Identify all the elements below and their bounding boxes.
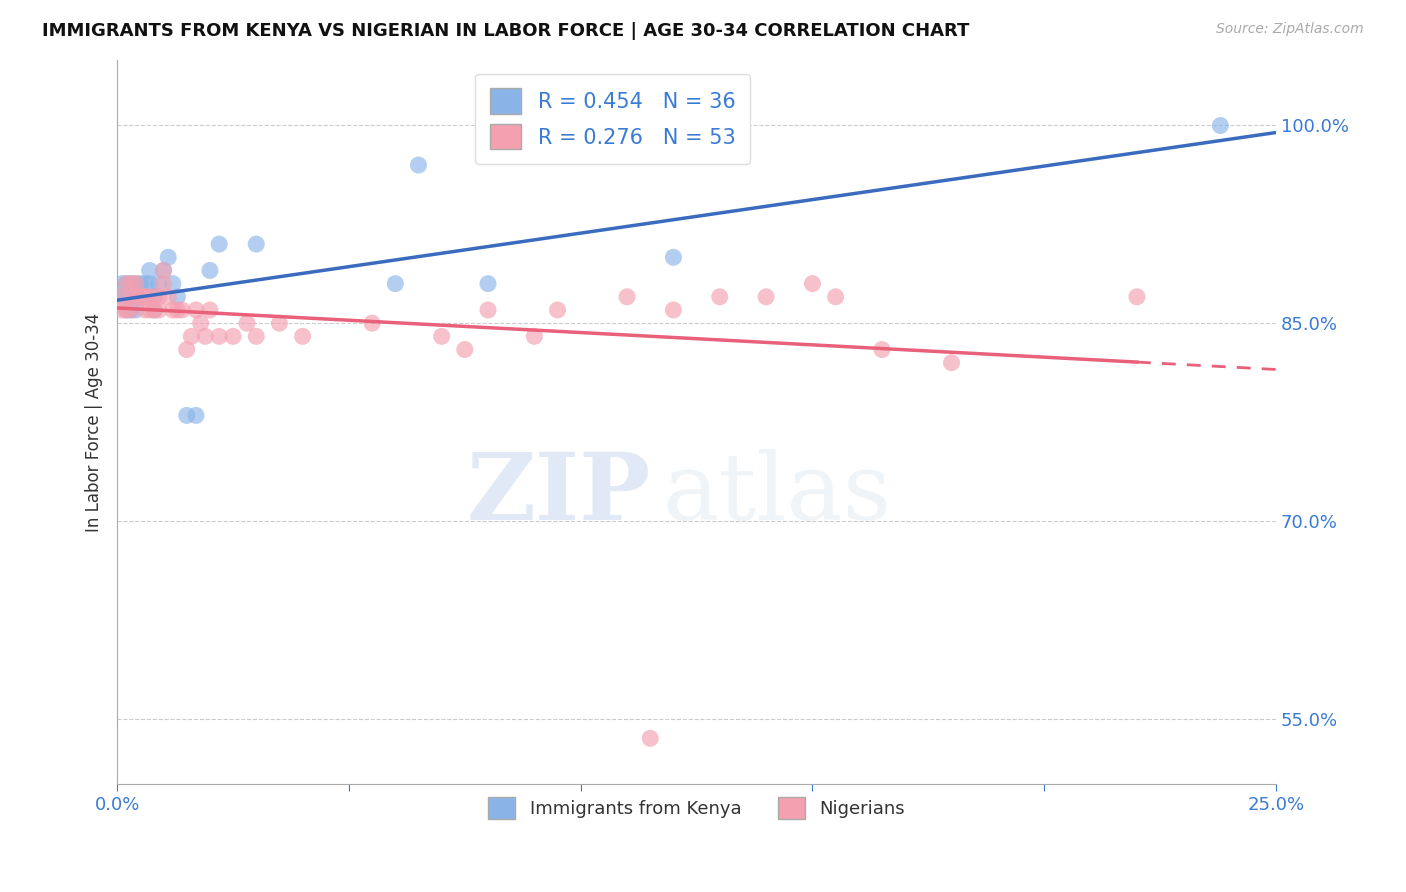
- Text: Source: ZipAtlas.com: Source: ZipAtlas.com: [1216, 22, 1364, 37]
- Point: [184, 303, 207, 318]
- Point: [184, 409, 207, 423]
- Point: [176, 409, 198, 423]
- Point: [125, 290, 148, 304]
- Point: [454, 343, 477, 357]
- Point: [125, 303, 148, 318]
- Point: [143, 303, 166, 318]
- Point: [120, 290, 142, 304]
- Point: [120, 303, 142, 318]
- Point: [115, 277, 138, 291]
- Point: [430, 329, 453, 343]
- Point: [162, 277, 184, 291]
- Point: [245, 237, 267, 252]
- Point: [129, 290, 152, 304]
- Point: [134, 303, 156, 318]
- Point: [111, 277, 134, 291]
- Point: [143, 290, 166, 304]
- Text: atlas: atlas: [662, 450, 891, 540]
- Point: [198, 303, 221, 318]
- Point: [616, 290, 638, 304]
- Point: [547, 303, 569, 318]
- Point: [801, 277, 824, 291]
- Point: [111, 303, 134, 318]
- Point: [1209, 119, 1232, 133]
- Point: [152, 277, 174, 291]
- Point: [941, 356, 963, 370]
- Point: [115, 303, 138, 318]
- Point: [111, 290, 134, 304]
- Y-axis label: In Labor Force | Age 30-34: In Labor Force | Age 30-34: [86, 312, 103, 532]
- Legend: Immigrants from Kenya, Nigerians: Immigrants from Kenya, Nigerians: [481, 789, 912, 826]
- Point: [148, 277, 170, 291]
- Point: [709, 290, 731, 304]
- Point: [824, 290, 846, 304]
- Point: [477, 303, 499, 318]
- Point: [157, 250, 180, 264]
- Point: [523, 329, 546, 343]
- Point: [152, 263, 174, 277]
- Point: [408, 158, 430, 172]
- Point: [162, 303, 184, 318]
- Point: [148, 290, 170, 304]
- Point: [870, 343, 893, 357]
- Point: [157, 290, 180, 304]
- Point: [143, 303, 166, 318]
- Point: [172, 303, 194, 318]
- Point: [125, 290, 148, 304]
- Point: [180, 329, 202, 343]
- Point: [291, 329, 314, 343]
- Text: ZIP: ZIP: [465, 450, 650, 540]
- Point: [638, 731, 661, 746]
- Point: [236, 316, 259, 330]
- Point: [138, 303, 160, 318]
- Point: [120, 277, 142, 291]
- Point: [125, 277, 148, 291]
- Point: [115, 290, 138, 304]
- Point: [115, 303, 138, 318]
- Point: [1126, 290, 1149, 304]
- Point: [138, 290, 160, 304]
- Point: [152, 263, 174, 277]
- Point: [111, 290, 134, 304]
- Point: [134, 277, 156, 291]
- Point: [148, 303, 170, 318]
- Text: IMMIGRANTS FROM KENYA VS NIGERIAN IN LABOR FORCE | AGE 30-34 CORRELATION CHART: IMMIGRANTS FROM KENYA VS NIGERIAN IN LAB…: [42, 22, 970, 40]
- Point: [166, 303, 188, 318]
- Point: [129, 277, 152, 291]
- Point: [208, 237, 231, 252]
- Point: [245, 329, 267, 343]
- Point: [138, 277, 160, 291]
- Point: [198, 263, 221, 277]
- Point: [477, 277, 499, 291]
- Point: [361, 316, 384, 330]
- Point: [120, 290, 142, 304]
- Point: [120, 277, 142, 291]
- Point: [755, 290, 778, 304]
- Point: [134, 290, 156, 304]
- Point: [662, 303, 685, 318]
- Point: [269, 316, 291, 330]
- Point: [190, 316, 212, 330]
- Point: [208, 329, 231, 343]
- Point: [129, 290, 152, 304]
- Point: [166, 290, 188, 304]
- Point: [662, 250, 685, 264]
- Point: [222, 329, 245, 343]
- Point: [176, 343, 198, 357]
- Point: [125, 277, 148, 291]
- Point: [120, 290, 142, 304]
- Point: [138, 263, 160, 277]
- Point: [115, 277, 138, 291]
- Point: [143, 290, 166, 304]
- Point: [384, 277, 406, 291]
- Point: [129, 290, 152, 304]
- Point: [134, 290, 156, 304]
- Point: [129, 290, 152, 304]
- Point: [134, 290, 156, 304]
- Point: [194, 329, 217, 343]
- Point: [120, 303, 142, 318]
